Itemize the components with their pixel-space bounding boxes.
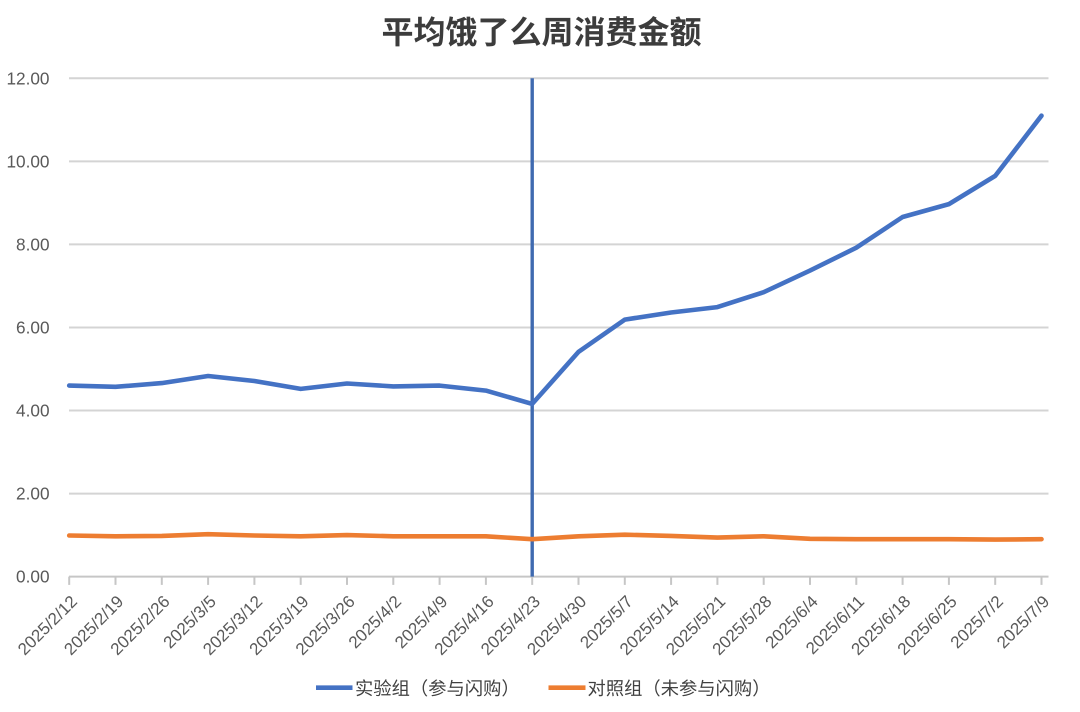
svg-text:4.00: 4.00 (16, 401, 49, 421)
svg-text:8.00: 8.00 (16, 234, 49, 254)
svg-text:12.00: 12.00 (6, 68, 49, 88)
svg-text:0.00: 0.00 (16, 567, 49, 587)
svg-text:10.00: 10.00 (6, 151, 49, 171)
svg-text:2.00: 2.00 (16, 484, 49, 504)
svg-text:6.00: 6.00 (16, 318, 49, 338)
